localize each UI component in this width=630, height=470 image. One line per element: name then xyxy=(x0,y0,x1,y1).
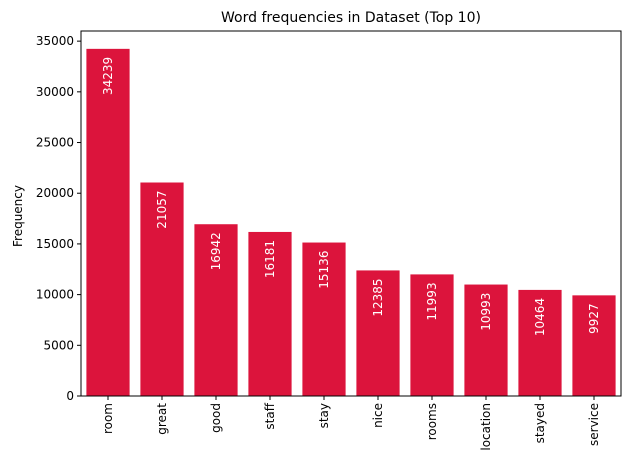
y-tick-label: 10000 xyxy=(36,288,74,302)
data-label: 10464 xyxy=(533,298,547,336)
x-tick-label: service xyxy=(587,403,601,446)
data-label: 10993 xyxy=(479,293,493,331)
y-tick-label: 0 xyxy=(66,389,74,403)
x-tick-label: room xyxy=(101,403,115,434)
x-tick-label: rooms xyxy=(425,403,439,440)
data-label: 12385 xyxy=(371,278,385,316)
bar xyxy=(302,242,346,396)
data-label: 34239 xyxy=(101,57,115,95)
y-tick-label: 20000 xyxy=(36,186,74,200)
data-label: 16942 xyxy=(209,232,223,270)
y-tick-label: 35000 xyxy=(36,34,74,48)
x-tick-label: great xyxy=(155,403,169,435)
bar xyxy=(140,182,184,396)
plot-area: 0 5000 10000 15000 20000 25000 30000 35000 34239… xyxy=(36,34,616,451)
bar xyxy=(572,295,616,396)
bar xyxy=(194,224,238,396)
x-tick-label: location xyxy=(479,403,493,451)
x-tick-label: staff xyxy=(263,402,277,429)
bar xyxy=(356,270,400,396)
x-tick-label: nice xyxy=(371,403,385,428)
data-label: 11993 xyxy=(425,282,439,320)
data-label: 21057 xyxy=(155,191,169,229)
data-label: 15136 xyxy=(317,251,331,289)
y-tick-label: 5000 xyxy=(43,338,74,352)
data-label: 9927 xyxy=(587,303,601,334)
y-tick-label: 25000 xyxy=(36,136,74,150)
y-tick-label: 30000 xyxy=(36,85,74,99)
bar xyxy=(410,274,454,396)
chart-title: Word frequencies in Dataset (Top 10) xyxy=(221,10,481,26)
x-tick-label: stayed xyxy=(533,403,547,443)
data-label: 16181 xyxy=(263,240,277,278)
x-tick-label: stay xyxy=(317,403,331,428)
bar xyxy=(518,289,562,396)
y-tick-label: 15000 xyxy=(36,237,74,251)
axes-frame xyxy=(80,30,622,397)
x-tick-label: good xyxy=(209,403,223,433)
y-axis-label: Frequency xyxy=(11,185,25,247)
bar xyxy=(464,284,508,396)
bar xyxy=(248,231,292,396)
bar xyxy=(86,48,130,396)
